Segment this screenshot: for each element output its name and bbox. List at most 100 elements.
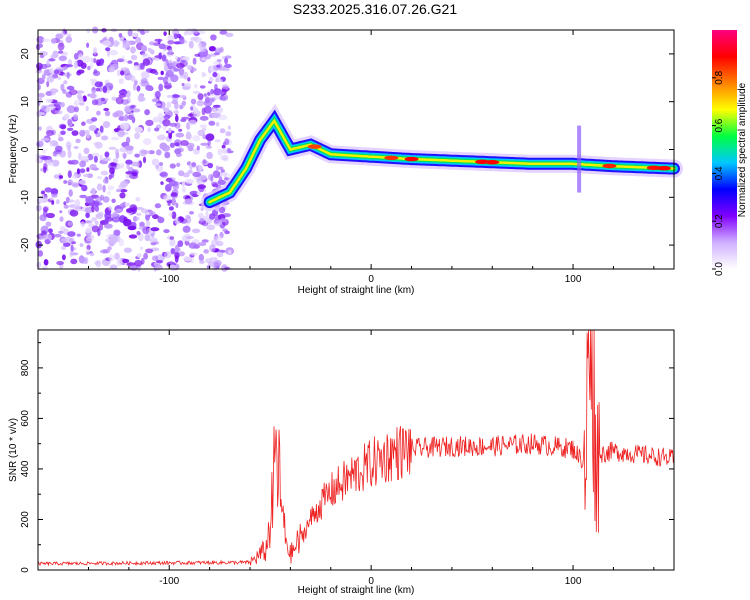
ridge-hotspot: [307, 144, 322, 149]
noise-blob: [196, 180, 205, 186]
noise-blob: [130, 104, 136, 109]
noise-blob: [46, 212, 55, 219]
y-tick-label: 0: [20, 567, 31, 573]
noise-blob: [216, 251, 224, 258]
noise-blob: [116, 58, 125, 63]
noise-blob: [108, 174, 113, 180]
x-tick-label: -100: [159, 576, 179, 587]
x-tick-label: -100: [159, 274, 179, 285]
noise-blob: [219, 95, 224, 101]
noise-blob: [171, 197, 177, 206]
noise-blob: [136, 231, 141, 236]
x-tick-label: 0: [368, 576, 374, 587]
noise-blob: [121, 202, 126, 209]
noise-blob: [123, 247, 132, 253]
noise-blob: [114, 110, 124, 117]
noise-blob: [121, 152, 128, 158]
noise-blob: [189, 252, 198, 256]
noise-blob: [157, 76, 165, 81]
noise-blob: [181, 180, 186, 188]
noise-blob: [86, 132, 90, 139]
noise-blob: [104, 223, 113, 229]
noise-blob: [123, 59, 128, 63]
noise-blob: [221, 84, 229, 90]
figure-title: S233.2025.316.07.26.G21: [293, 1, 457, 17]
noise-blob: [67, 170, 72, 179]
noise-blob: [122, 258, 130, 264]
noise-blob: [48, 58, 56, 62]
noise-blob: [53, 69, 60, 75]
noise-blob: [52, 142, 59, 147]
noise-blob: [49, 88, 59, 93]
noise-blob: [134, 259, 143, 267]
noise-blob: [147, 47, 152, 52]
noise-blob: [187, 77, 191, 82]
noise-blob: [36, 110, 41, 118]
noise-blob: [87, 65, 91, 71]
noise-blob: [109, 49, 118, 56]
noise-blob: [109, 264, 118, 270]
noise-blob: [95, 133, 101, 138]
noise-blob: [96, 176, 103, 180]
noise-blob: [166, 94, 173, 99]
noise-blob: [67, 119, 73, 126]
noise-blob: [107, 185, 115, 191]
noise-blob: [144, 30, 150, 34]
noise-blob: [60, 124, 66, 130]
noise-blob: [219, 218, 228, 223]
noise-blob: [96, 59, 101, 67]
noise-blob: [122, 41, 132, 45]
colorbar: 0.0 0.2 0.4 0.6 0.8 Normalized spectral ampl…: [712, 30, 748, 276]
noise-blob: [92, 152, 100, 158]
noise-blob: [133, 83, 136, 91]
noise-blob: [142, 156, 147, 164]
noise-blob: [38, 126, 42, 131]
noise-blob: [227, 125, 231, 130]
noise-blob: [224, 266, 231, 270]
noise-blob: [44, 187, 53, 193]
noise-blob: [49, 67, 54, 74]
noise-blob: [172, 110, 180, 115]
noise-blob: [66, 105, 76, 114]
noise-blob: [174, 142, 180, 147]
noise-blob: [93, 47, 98, 55]
noise-blob: [45, 221, 52, 227]
noise-blob: [63, 180, 68, 184]
ridge-yellow-core: [208, 118, 676, 204]
noise-blob: [115, 152, 120, 159]
noise-blob: [224, 63, 232, 69]
noise-blob: [85, 227, 92, 234]
noise-blob: [142, 226, 150, 235]
noise-blob: [45, 160, 52, 164]
noise-blob: [130, 54, 138, 61]
noise-blob: [197, 93, 204, 101]
noise-blob: [157, 112, 164, 120]
noise-blob: [86, 42, 90, 48]
noise-blob: [174, 102, 179, 110]
noise-blob: [37, 250, 44, 257]
noise-blob: [214, 139, 221, 143]
noise-blob: [174, 255, 179, 263]
noise-blob: [169, 74, 179, 83]
noise-blob: [139, 246, 144, 250]
noise-blob: [117, 129, 125, 138]
noise-blob: [79, 160, 86, 168]
noise-blob: [130, 46, 136, 54]
ridge-hotspot: [602, 163, 617, 169]
noise-blob: [197, 212, 204, 219]
noise-blob: [212, 170, 221, 179]
noise-blob: [72, 205, 82, 211]
noise-blob: [202, 159, 207, 165]
noise-blob: [167, 77, 171, 84]
noise-blob: [176, 247, 181, 252]
noise-blob: [132, 32, 138, 38]
noise-blob: [192, 135, 201, 142]
noise-blob: [63, 80, 68, 85]
y-tick-label: 600: [20, 410, 31, 427]
noise-blob: [213, 235, 223, 242]
x-tick-label: 100: [565, 576, 582, 587]
noise-blob: [222, 67, 230, 72]
noise-blob: [40, 105, 46, 112]
noise-blob: [181, 83, 185, 87]
noise-blob: [107, 246, 112, 251]
